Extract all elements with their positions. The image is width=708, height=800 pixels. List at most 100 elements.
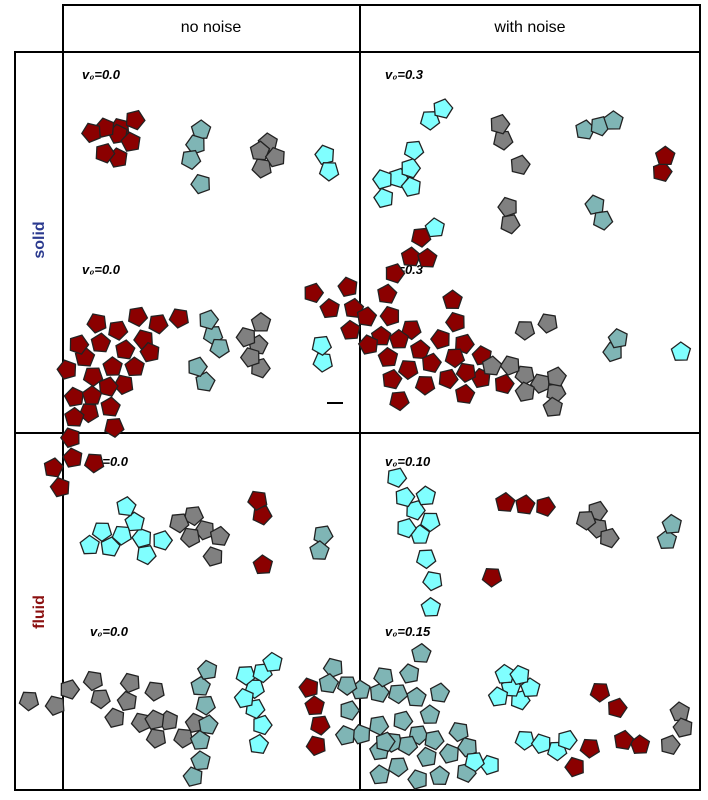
- panel-label: v₀=0.15: [385, 624, 431, 639]
- cell: [514, 365, 535, 386]
- cell: [397, 735, 419, 756]
- cell: [490, 113, 511, 135]
- row-label: solid: [31, 221, 48, 258]
- cell: [387, 684, 409, 705]
- panel-label: v₀=0.10: [385, 454, 431, 469]
- cell: [530, 733, 551, 754]
- cell: [334, 725, 355, 746]
- cell: [173, 728, 194, 749]
- cell: [60, 679, 81, 700]
- cell: [144, 709, 165, 730]
- cell: [537, 313, 558, 334]
- cell: [188, 356, 209, 378]
- cell: [350, 723, 371, 745]
- cell: [179, 527, 201, 548]
- cell: [251, 158, 272, 179]
- cell: [305, 735, 326, 757]
- cell: [415, 485, 437, 506]
- cell: [81, 385, 103, 405]
- cell: [108, 320, 129, 341]
- cell: [196, 659, 218, 680]
- cell: [168, 308, 189, 329]
- cell: [82, 367, 104, 388]
- cell: [91, 522, 113, 543]
- cell: [400, 176, 421, 197]
- cell: [182, 766, 203, 787]
- column-header: with noise: [493, 19, 565, 36]
- cell: [250, 311, 272, 332]
- cell: [56, 359, 77, 380]
- cell: [100, 396, 121, 417]
- cell: [309, 540, 330, 560]
- cell: [90, 332, 112, 353]
- cell: [247, 490, 268, 511]
- cell: [124, 511, 145, 532]
- cell: [119, 672, 140, 694]
- cell: [397, 517, 418, 539]
- cell: [438, 743, 459, 764]
- cell: [62, 447, 83, 468]
- cell: [198, 714, 219, 735]
- cell: [406, 686, 427, 707]
- cell: [100, 536, 121, 557]
- cell: [310, 715, 331, 736]
- cell: [379, 305, 400, 327]
- cell: [63, 386, 85, 407]
- cell: [672, 717, 693, 738]
- cell: [373, 187, 394, 209]
- cell: [515, 494, 536, 515]
- cell: [546, 366, 567, 387]
- cell: [337, 276, 358, 298]
- cell: [613, 729, 635, 751]
- cell: [600, 527, 620, 549]
- cell: [564, 756, 584, 778]
- cell: [429, 765, 450, 785]
- cell: [399, 663, 420, 684]
- cell: [652, 161, 673, 183]
- cell: [369, 682, 390, 703]
- cell: [298, 677, 319, 698]
- cell: [233, 687, 254, 709]
- cell: [422, 571, 443, 592]
- cell: [202, 546, 223, 567]
- cell: [660, 734, 681, 756]
- cell: [318, 162, 340, 182]
- cell: [322, 657, 343, 679]
- cell: [64, 406, 85, 427]
- cell: [422, 352, 443, 374]
- cell: [190, 675, 211, 696]
- cell: [83, 453, 105, 474]
- cell: [190, 750, 211, 771]
- cell: [95, 143, 116, 164]
- cell: [356, 306, 378, 327]
- cell: [49, 476, 70, 498]
- cell: [371, 169, 392, 190]
- cell: [395, 486, 416, 508]
- cell: [102, 356, 123, 376]
- cell: [584, 194, 605, 215]
- cell: [43, 457, 65, 478]
- cell: [407, 769, 427, 790]
- cell: [575, 511, 597, 531]
- cell: [69, 334, 90, 355]
- cell: [499, 355, 520, 376]
- cell: [579, 738, 601, 759]
- cell: [313, 525, 334, 546]
- cell: [608, 697, 628, 719]
- cell: [262, 651, 283, 672]
- cell: [401, 158, 422, 179]
- cell: [415, 549, 437, 570]
- cell: [403, 140, 425, 161]
- cell: [44, 695, 65, 716]
- cell: [419, 704, 441, 724]
- cell: [592, 210, 614, 231]
- cell: [304, 282, 325, 304]
- panel-label: v₀=0.3: [385, 67, 424, 82]
- panel-label: v₀=0.0: [90, 624, 129, 639]
- cell: [311, 335, 333, 356]
- panel-label: v₀=0.0: [82, 67, 121, 82]
- cell: [127, 306, 149, 328]
- cell: [239, 347, 260, 368]
- cell: [410, 339, 431, 360]
